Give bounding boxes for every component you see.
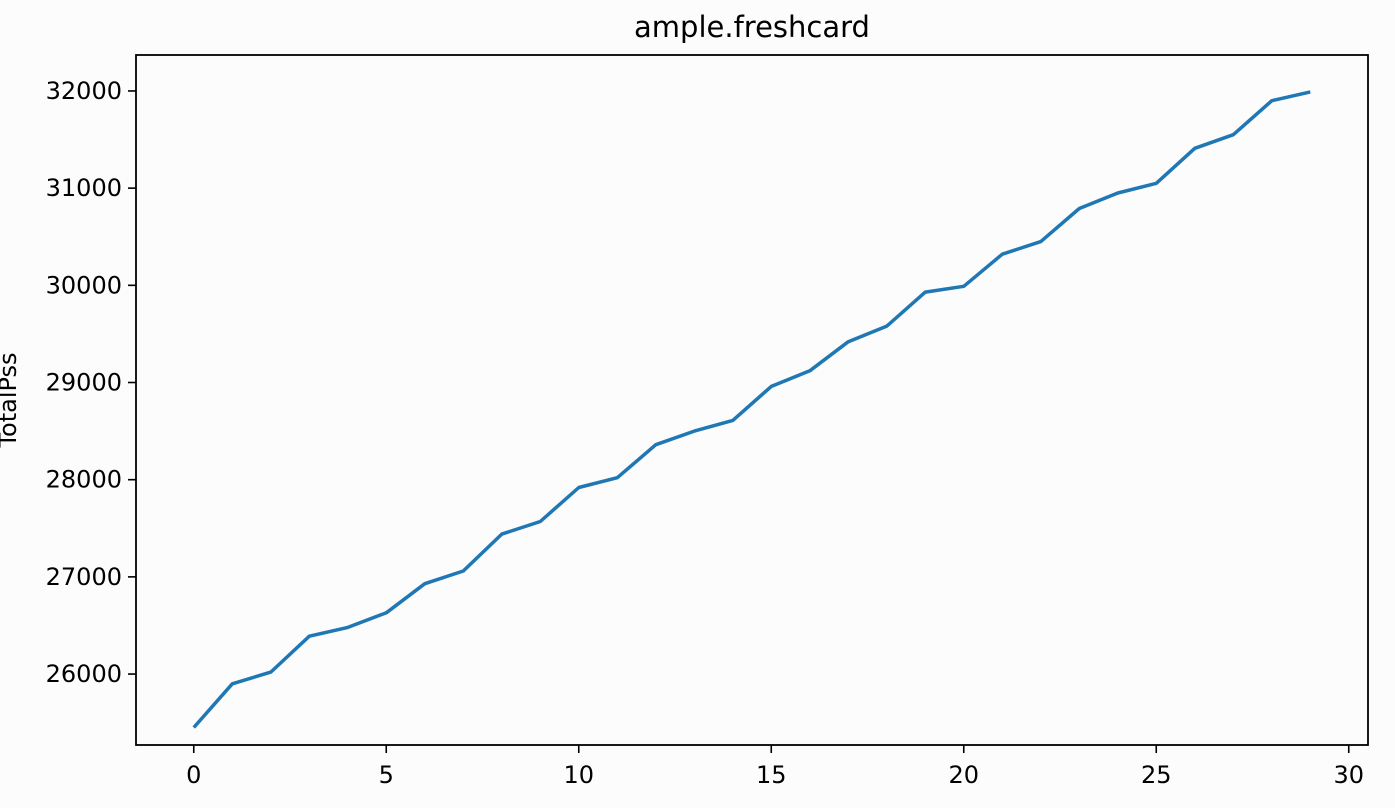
plot-frame	[135, 54, 1369, 746]
x-tick-label: 20	[948, 761, 979, 789]
y-tick-label: 29000	[46, 369, 122, 397]
x-tick-label: 30	[1333, 761, 1364, 789]
y-axis-label: TotalPss	[0, 352, 22, 448]
chart-title: ample.freshcard	[634, 10, 870, 44]
series-line	[192, 90, 1311, 729]
y-tick-label: 30000	[46, 271, 122, 299]
y-tick-label: 26000	[46, 660, 122, 688]
y-axis-ticks: 26000 27000 28000 29000 30000 31000 32000	[46, 77, 136, 688]
x-tick-label: 15	[756, 761, 787, 789]
y-tick-label: 32000	[46, 77, 122, 105]
y-tick-label: 27000	[46, 563, 122, 591]
y-tick-label: 31000	[46, 174, 122, 202]
x-axis-ticks: 0 5 10 15 20 25 30	[186, 745, 1364, 789]
x-tick-label: 25	[1141, 761, 1172, 789]
x-tick-label: 0	[186, 761, 201, 789]
x-tick-label: 5	[379, 761, 394, 789]
y-tick-label: 28000	[46, 466, 122, 494]
x-tick-label: 10	[563, 761, 594, 789]
